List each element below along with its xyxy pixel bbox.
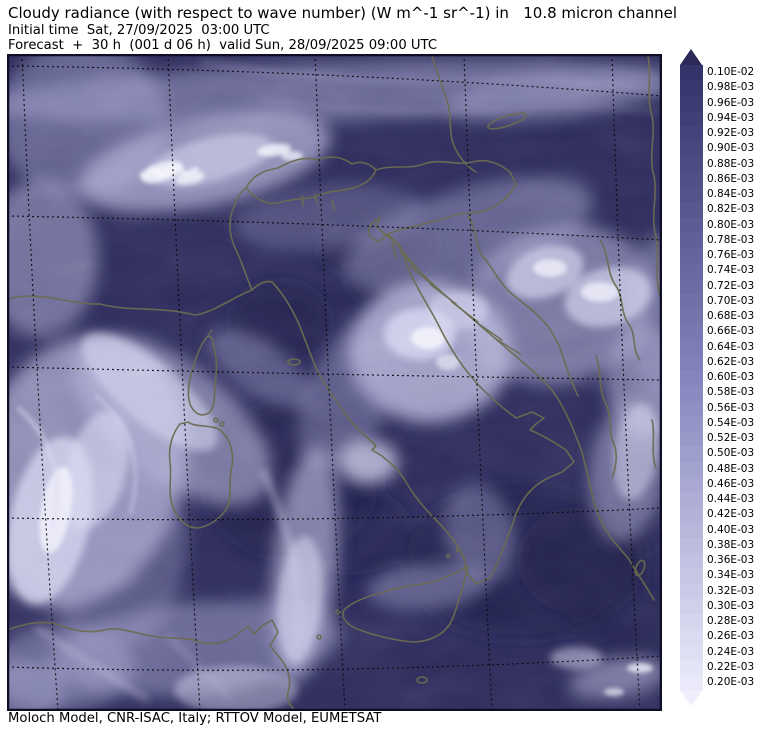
colorbar-segment — [680, 568, 703, 584]
colorbar-segment — [680, 248, 703, 264]
colorbar-tick-label: 0.32E-03 — [707, 584, 755, 597]
colorbar-tick-label: 0.34E-03 — [707, 569, 755, 582]
colorbar-arrow-up — [680, 49, 702, 65]
colorbar-segment — [680, 385, 703, 401]
colorbar-tick-label: 0.26E-03 — [707, 630, 755, 643]
colorbar-tick-label: 0.22E-03 — [707, 660, 755, 673]
initial-time-line: Initial time Sat, 27/09/2025 03:00 UTC — [8, 23, 270, 38]
colorbar-segment — [680, 339, 703, 356]
colorbar-tick-label: 0.82E-03 — [707, 203, 755, 216]
colorbar-tick-label: 0.98E-03 — [707, 81, 755, 94]
colorbar-tick-label: 0.76E-03 — [707, 249, 755, 262]
page-title: Cloudy radiance (with respect to wave nu… — [8, 4, 678, 22]
colorbar-tick-label: 0.24E-03 — [707, 645, 755, 658]
coastlines — [7, 55, 661, 711]
colorbar-segment — [680, 293, 703, 310]
colorbar-segment — [680, 278, 703, 295]
colorbar-tick-label: 0.66E-03 — [707, 325, 755, 338]
colorbar-segment — [680, 95, 703, 112]
colorbar-tick-label: 0.46E-03 — [707, 477, 755, 490]
colorbar-segment — [680, 614, 703, 630]
colorbar-tick-label: 0.50E-03 — [707, 447, 755, 460]
colorbar-tick-label: 0.84E-03 — [707, 188, 755, 201]
colorbar-segment — [680, 324, 703, 340]
colorbar-tick-label: 0.74E-03 — [707, 264, 755, 277]
colorbar-tick-label: 0.90E-03 — [707, 142, 755, 155]
colorbar-tick-label: 0.20E-03 — [707, 676, 755, 689]
colorbar-tick-label: 0.86E-03 — [707, 172, 755, 185]
colorbar-tick-label: 0.40E-03 — [707, 523, 755, 536]
colorbar-segment — [680, 431, 703, 447]
colorbar-tick-label: 0.62E-03 — [707, 355, 755, 368]
colorbar-tick-label: 0.96E-03 — [707, 96, 755, 109]
colorbar-tick-label: 0.94E-03 — [707, 111, 755, 124]
colorbar-tick-label: 0.10E-02 — [707, 66, 755, 79]
colorbar-segment — [680, 415, 703, 432]
colorbar-segment — [680, 659, 703, 676]
colorbar-tick-label: 0.56E-03 — [707, 401, 755, 414]
colorbar-segment — [680, 171, 703, 188]
colorbar-segment — [680, 476, 703, 493]
colorbar-tick-label: 0.42E-03 — [707, 508, 755, 521]
colorbar-tick-label: 0.78E-03 — [707, 233, 755, 246]
colorbar-tick-label: 0.36E-03 — [707, 554, 755, 567]
credit-line: Moloch Model, CNR-ISAC, Italy; RTTOV Mod… — [8, 711, 382, 726]
colorbar-tick-label: 0.58E-03 — [707, 386, 755, 399]
colorbar-segment — [680, 553, 703, 569]
colorbar-segment — [680, 400, 703, 417]
colorbar-segment — [680, 232, 703, 249]
colorbar-segment — [680, 522, 703, 539]
colorbar-segment — [680, 507, 703, 523]
colorbar-tick-label: 0.68E-03 — [707, 310, 755, 323]
colorbar-segment — [680, 629, 703, 645]
colorbar-segment — [680, 141, 703, 157]
colorbar-tick-label: 0.44E-03 — [707, 493, 755, 506]
colorbar-segment — [680, 187, 703, 203]
noise-texture — [7, 54, 662, 711]
colorbar-segment — [680, 446, 703, 462]
colorbar-segment — [680, 370, 703, 386]
colorbar-arrow-down — [680, 690, 702, 707]
colorbar-segment — [680, 126, 703, 142]
colorbar-tick-label: 0.64E-03 — [707, 340, 755, 353]
colorbar-segment — [680, 309, 703, 325]
colorbar-tick-label: 0.72E-03 — [707, 279, 755, 292]
colorbar: 0.10E-02 0.98E-03 0.96E-03 0.94E-03 0.92E-03… — [676, 44, 760, 716]
colorbar-segment — [680, 156, 703, 173]
colorbar-tick-label: 0.88E-03 — [707, 157, 755, 170]
colorbar-tick-label: 0.60E-03 — [707, 371, 755, 384]
colorbar-tick-label: 0.70E-03 — [707, 294, 755, 307]
colorbar-tick-label: 0.48E-03 — [707, 462, 755, 475]
colorbar-segment — [680, 202, 703, 218]
satellite-radiance-map — [7, 54, 662, 711]
colorbar-segment — [680, 583, 703, 600]
colorbar-tick-label: 0.80E-03 — [707, 218, 755, 231]
colorbar-segment — [680, 80, 703, 96]
forecast-valid-line: Forecast + 30 h (001 d 06 h) valid Sun, … — [8, 38, 438, 53]
map-border — [7, 54, 662, 711]
colorbar-segment — [680, 492, 703, 508]
colorbar-segment — [680, 598, 703, 615]
colorbar-tick-label: 0.38E-03 — [707, 538, 755, 551]
colorbar-tick-label: 0.54E-03 — [707, 416, 755, 429]
colorbar-segment — [680, 65, 703, 81]
colorbar-tick-label: 0.52E-03 — [707, 432, 755, 445]
colorbar-segment — [680, 354, 703, 371]
colorbar-segment — [680, 644, 703, 661]
colorbar-segment — [680, 537, 703, 554]
colorbar-segment — [680, 461, 703, 478]
colorbar-tick-label: 0.30E-03 — [707, 599, 755, 612]
colorbar-tick-label: 0.28E-03 — [707, 615, 755, 628]
colorbar-segment — [680, 263, 703, 279]
colorbar-tick-label: 0.92E-03 — [707, 127, 755, 140]
colorbar-segment — [680, 217, 703, 234]
colorbar-segment — [680, 675, 703, 691]
colorbar-segment — [680, 110, 703, 127]
graticule — [7, 54, 662, 711]
